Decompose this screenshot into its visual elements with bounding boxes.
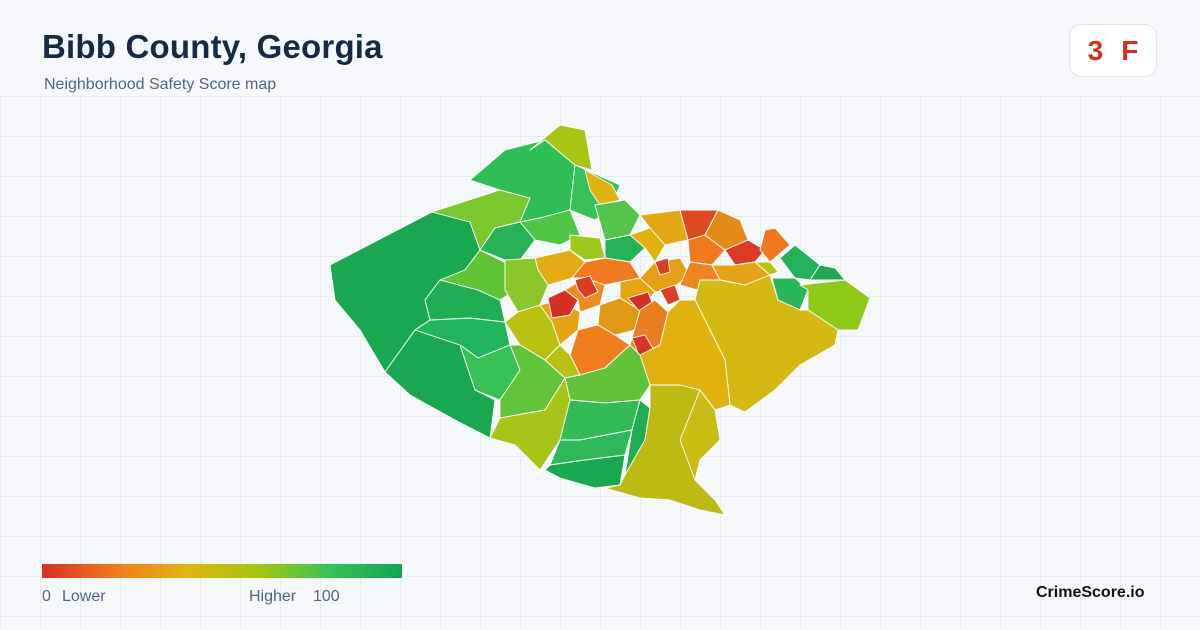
header: Bibb County, Georgia Neighborhood Safety… bbox=[0, 0, 1200, 96]
map-region[interactable] bbox=[574, 275, 599, 299]
brand-logo-text[interactable]: CrimeScore.io bbox=[1036, 584, 1145, 601]
legend-low-label: Lower bbox=[62, 588, 106, 605]
map-region[interactable] bbox=[569, 234, 606, 261]
legend-min-value: 0 bbox=[42, 588, 51, 605]
legend-color-scale bbox=[42, 564, 402, 578]
map-region[interactable] bbox=[754, 261, 779, 276]
score-value: 3 bbox=[1087, 34, 1104, 66]
map-region[interactable] bbox=[687, 234, 726, 266]
page-title: Bibb County, Georgia bbox=[42, 28, 383, 65]
map-region[interactable] bbox=[799, 279, 871, 331]
safety-score-badge: 3 F bbox=[1069, 24, 1157, 77]
score-grade: F bbox=[1121, 34, 1139, 66]
map-region[interactable] bbox=[529, 124, 593, 171]
map-region[interactable] bbox=[547, 289, 579, 319]
map-region[interactable] bbox=[639, 209, 689, 246]
map-region[interactable] bbox=[594, 199, 641, 241]
legend-high-label: Higher bbox=[249, 588, 297, 605]
map-region[interactable] bbox=[679, 389, 721, 481]
legend-max-value: 100 bbox=[313, 588, 340, 605]
map-region[interactable] bbox=[629, 227, 666, 263]
map-region[interactable] bbox=[544, 454, 626, 489]
page-subtitle: Neighborhood Safety Score map bbox=[44, 76, 277, 93]
map-region[interactable] bbox=[654, 257, 671, 276]
map-region[interactable] bbox=[504, 257, 549, 313]
map-region[interactable] bbox=[724, 239, 766, 266]
map-region[interactable] bbox=[604, 234, 646, 263]
map-region[interactable] bbox=[704, 209, 749, 251]
map-region[interactable] bbox=[759, 227, 791, 263]
